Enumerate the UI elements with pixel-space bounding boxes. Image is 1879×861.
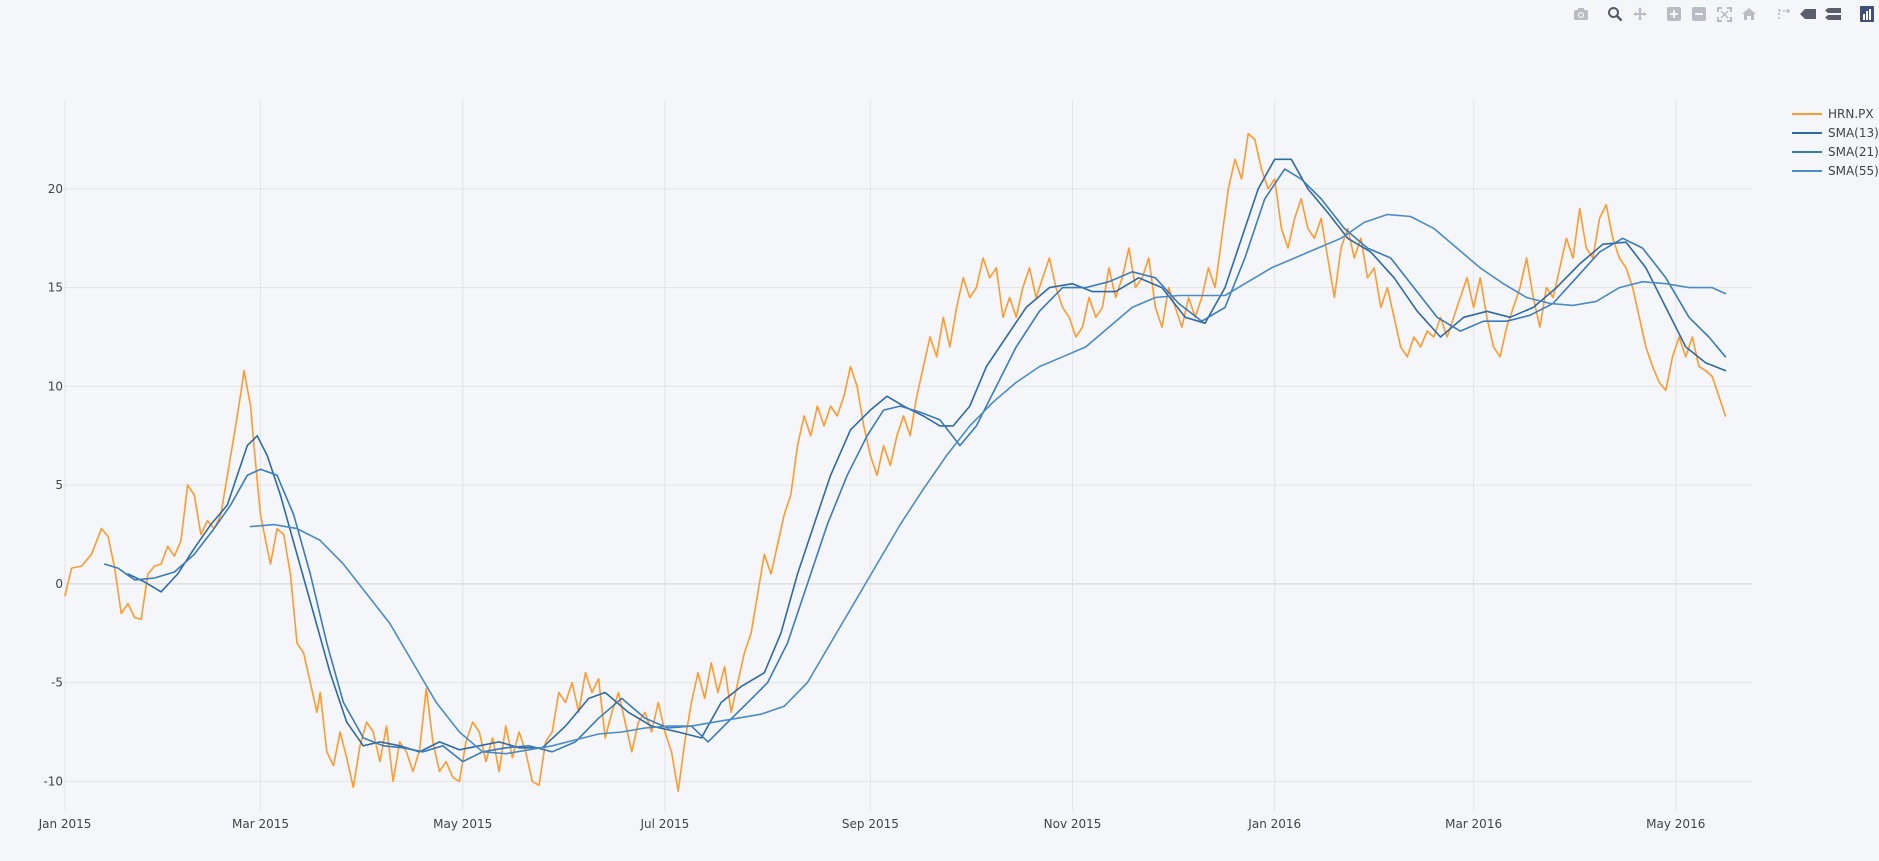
series-line-sma-13-[interactable] — [127, 158, 1727, 753]
y-tick-label: 0 — [55, 577, 63, 591]
modebar-group — [1855, 3, 1879, 25]
x-tick-label: Sep 2015 — [842, 817, 899, 831]
plotly-logo-icon — [1860, 6, 1874, 22]
zoom-icon — [1607, 6, 1623, 22]
hover-compare-icon — [1824, 7, 1842, 21]
zoom-out-button[interactable] — [1687, 3, 1711, 25]
legend-label: SMA(13) — [1828, 126, 1879, 140]
x-tick-label: Mar 2016 — [1445, 817, 1502, 831]
x-tick-label: May 2015 — [433, 817, 492, 831]
reset-axes-icon — [1741, 7, 1757, 21]
reset-axes-button[interactable] — [1737, 3, 1761, 25]
modebar-group — [1662, 3, 1761, 25]
legend-label: HRN.PX — [1828, 107, 1874, 121]
y-tick-label: -10 — [43, 774, 63, 788]
series-line-sma-21-[interactable] — [104, 168, 1727, 763]
y-tick-label: 10 — [48, 379, 63, 393]
hover-compare-button[interactable] — [1821, 3, 1845, 25]
legend-item[interactable]: SMA(21) — [1792, 145, 1879, 159]
x-tick-label: Nov 2015 — [1044, 817, 1102, 831]
series-line-hrn-px[interactable] — [64, 132, 1727, 793]
x-tick-label: Mar 2015 — [232, 817, 289, 831]
zoom-in-icon — [1667, 7, 1681, 21]
legend[interactable]: HRN.PX SMA(13) SMA(21) SMA(55) — [1792, 107, 1879, 178]
autoscale-button[interactable] — [1712, 3, 1736, 25]
spike-lines-button[interactable] — [1771, 3, 1795, 25]
series-line-sma-55-[interactable] — [249, 213, 1727, 755]
series-layer — [64, 132, 1727, 793]
modebar-group — [1569, 3, 1593, 25]
legend-item[interactable]: HRN.PX — [1792, 107, 1874, 121]
x-tick-label: Jan 2016 — [1247, 817, 1301, 831]
camera-icon — [1573, 7, 1589, 21]
modebar-group — [1771, 3, 1845, 25]
autoscale-icon — [1716, 6, 1732, 22]
pan-icon — [1632, 6, 1648, 22]
camera-button[interactable] — [1569, 3, 1593, 25]
axes: -10 -5 0 5 10 15 20 Jan 2015 Mar 2015 May 2015 Jul… — [38, 182, 1706, 831]
legend-item[interactable]: SMA(55) — [1792, 164, 1879, 178]
x-tick-label: Jan 2015 — [38, 817, 92, 831]
pan-button[interactable] — [1628, 3, 1652, 25]
hover-closest-button[interactable] — [1796, 3, 1820, 25]
y-tick-label: 5 — [55, 478, 63, 492]
y-tick-label: 15 — [48, 281, 63, 295]
legend-label: SMA(21) — [1828, 145, 1879, 159]
legend-item[interactable]: SMA(13) — [1792, 126, 1879, 140]
plotly-logo-button[interactable] — [1855, 3, 1879, 25]
x-tick-label: Jul 2015 — [639, 817, 689, 831]
x-tick-label: May 2016 — [1646, 817, 1705, 831]
zoom-button[interactable] — [1603, 3, 1627, 25]
zoom-in-button[interactable] — [1662, 3, 1686, 25]
modebar — [1561, 3, 1879, 25]
y-tick-label: -5 — [51, 676, 63, 690]
zoom-out-icon — [1692, 7, 1706, 21]
hover-closest-icon — [1799, 8, 1817, 20]
modebar-group — [1603, 3, 1652, 25]
legend-label: SMA(55) — [1828, 164, 1879, 178]
grid — [64, 100, 1752, 811]
spike-lines-icon — [1775, 7, 1791, 21]
y-tick-label: 20 — [48, 182, 63, 196]
